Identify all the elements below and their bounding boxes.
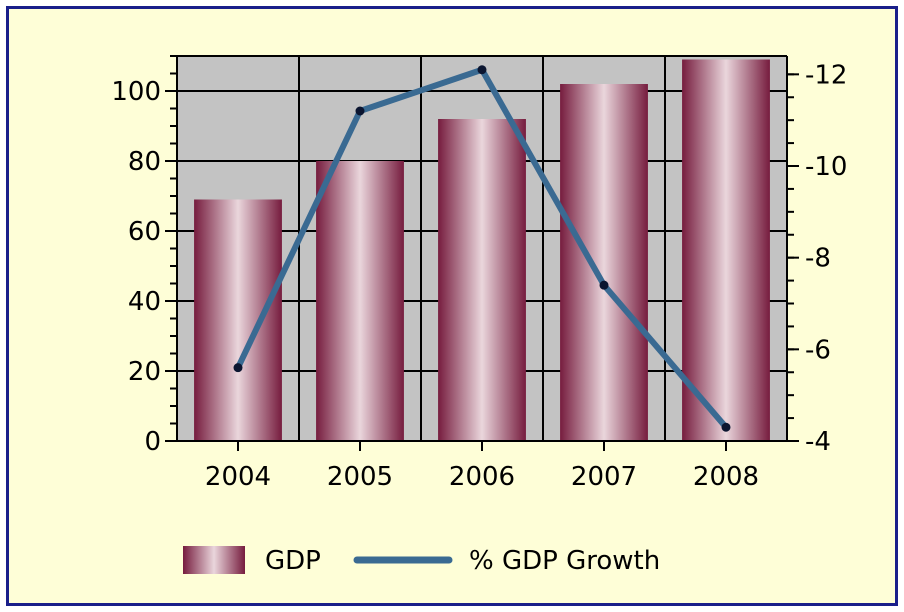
point-growth-2007	[599, 280, 609, 290]
y-right-tick-label: -4	[805, 427, 831, 457]
bar-gdp-2008	[682, 59, 770, 441]
y-left-tick-label: 100	[111, 77, 161, 107]
x-tick-label-2006: 2006	[449, 462, 515, 492]
point-growth-2005	[355, 106, 365, 116]
bar-gdp-2007	[560, 84, 648, 441]
line-series-gdp-growth	[233, 65, 731, 432]
point-growth-2006	[477, 65, 487, 75]
legend-label-gdp-growth: % GDP Growth	[469, 546, 660, 576]
x-tick-label-2008: 2008	[693, 462, 759, 492]
chart-svg: 0 20 40 60 80 100 -4 -6 -8 -10 -12 2004 2005 2006 2007…	[111, 55, 847, 576]
y-right-tick-label: -10	[805, 152, 847, 182]
y-right-tick-label: -12	[805, 60, 847, 90]
legend-label-gdp: GDP	[265, 546, 321, 576]
axes: 0 20 40 60 80 100 -4 -6 -8 -10 -12 2004 2005 2006 2007…	[111, 55, 847, 492]
chart-frame: 0 20 40 60 80 100 -4 -6 -8 -10 -12 2004 2005 2006 2007…	[6, 6, 898, 606]
bar-gdp-2005	[316, 161, 404, 441]
x-tick-label-2005: 2005	[327, 462, 393, 492]
x-tick-label-2007: 2007	[571, 462, 637, 492]
y-left-tick-label: 20	[128, 357, 161, 387]
y-left-tick-label: 0	[144, 427, 161, 457]
y-right-tick-label: -6	[805, 335, 831, 365]
legend: GDP % GDP Growth	[183, 546, 660, 576]
y-left-tick-label: 80	[128, 147, 161, 177]
bar-gdp-2004	[194, 199, 282, 441]
bar-series-gdp	[194, 59, 770, 441]
y-right-tick-label: -8	[805, 244, 831, 274]
x-tick-label-2004: 2004	[205, 462, 271, 492]
point-growth-2008	[721, 422, 731, 432]
y-left-tick-label: 40	[128, 287, 161, 317]
legend-swatch-gdp	[183, 546, 245, 574]
point-growth-2004	[233, 363, 243, 373]
bar-gdp-2006	[438, 119, 526, 441]
y-left-tick-label: 60	[128, 217, 161, 247]
